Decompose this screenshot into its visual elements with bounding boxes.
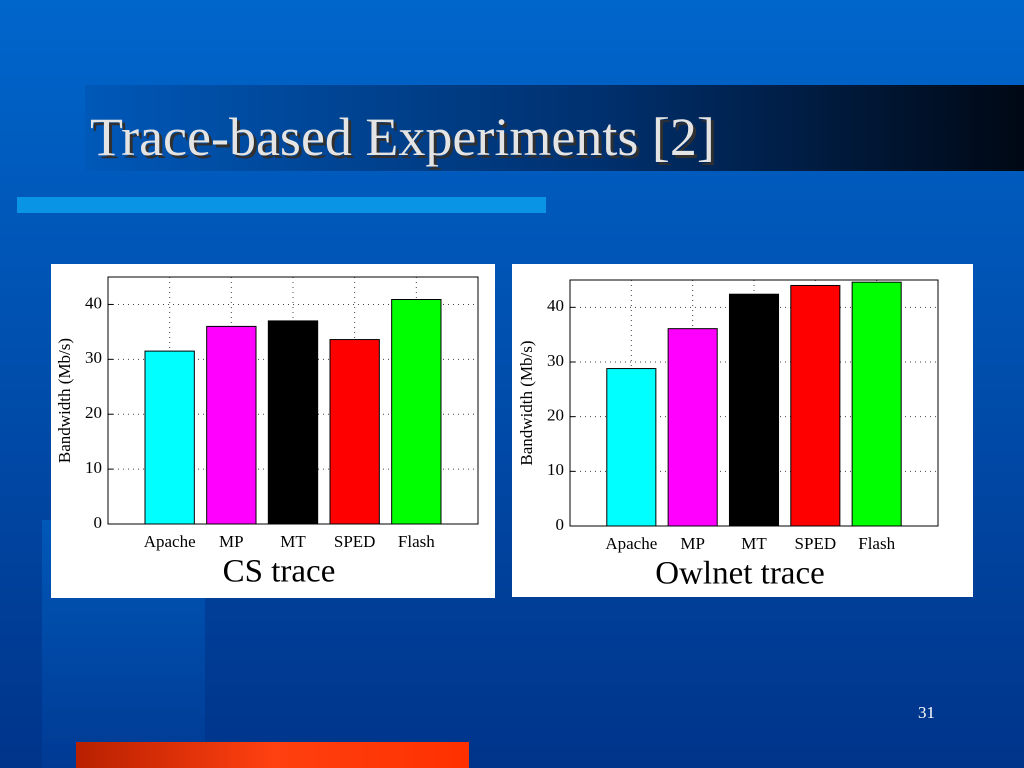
- x-tick-label: Flash: [858, 534, 895, 553]
- x-tick-label: SPED: [795, 534, 837, 553]
- x-tick-label: MT: [280, 532, 306, 551]
- y-tick-label: 0: [94, 513, 103, 532]
- x-tick-label: SPED: [334, 532, 376, 551]
- x-tick-label: MP: [219, 532, 244, 551]
- title-band: [85, 85, 1024, 171]
- y-axis-label: Bandwidth (Mb/s): [55, 338, 74, 463]
- bar: [667, 328, 718, 527]
- x-tick-label: Apache: [144, 532, 196, 551]
- plot-frame: [107, 276, 479, 525]
- bar: [606, 368, 657, 527]
- plot-frame: [569, 279, 939, 527]
- title-shadow: Trace-based Experiments [2]: [93, 110, 718, 170]
- y-tick-label: 40: [85, 293, 102, 312]
- x-tick-label: Apache: [605, 534, 657, 553]
- x-tick-label: MT: [741, 534, 767, 553]
- slide-title: Trace-based Experiments [2]: [90, 107, 715, 167]
- y-tick-label: 10: [85, 458, 102, 477]
- decor-bar: [76, 742, 469, 768]
- y-tick-label: 40: [547, 296, 564, 315]
- bar: [267, 320, 319, 525]
- y-tick-label: 0: [556, 515, 565, 534]
- x-tick-label: MP: [680, 534, 705, 553]
- bar: [206, 325, 257, 525]
- y-tick-label: 30: [547, 351, 564, 370]
- bar: [851, 281, 902, 527]
- y-tick-label: 10: [547, 460, 564, 479]
- x-axis-label: Owlnet trace: [655, 556, 825, 592]
- bar: [329, 339, 380, 525]
- y-tick-label: 30: [85, 348, 102, 367]
- x-axis-label: CS trace: [223, 554, 336, 590]
- bar: [391, 299, 442, 525]
- decor-bar: [17, 197, 546, 213]
- x-tick-label: Flash: [398, 532, 435, 551]
- y-tick-label: 20: [547, 406, 564, 425]
- page-number: 31: [918, 703, 935, 722]
- bar: [790, 284, 841, 527]
- bar: [728, 293, 780, 527]
- y-tick-label: 20: [85, 403, 102, 422]
- y-axis-label: Bandwidth (Mb/s): [517, 340, 536, 465]
- bar: [144, 350, 195, 525]
